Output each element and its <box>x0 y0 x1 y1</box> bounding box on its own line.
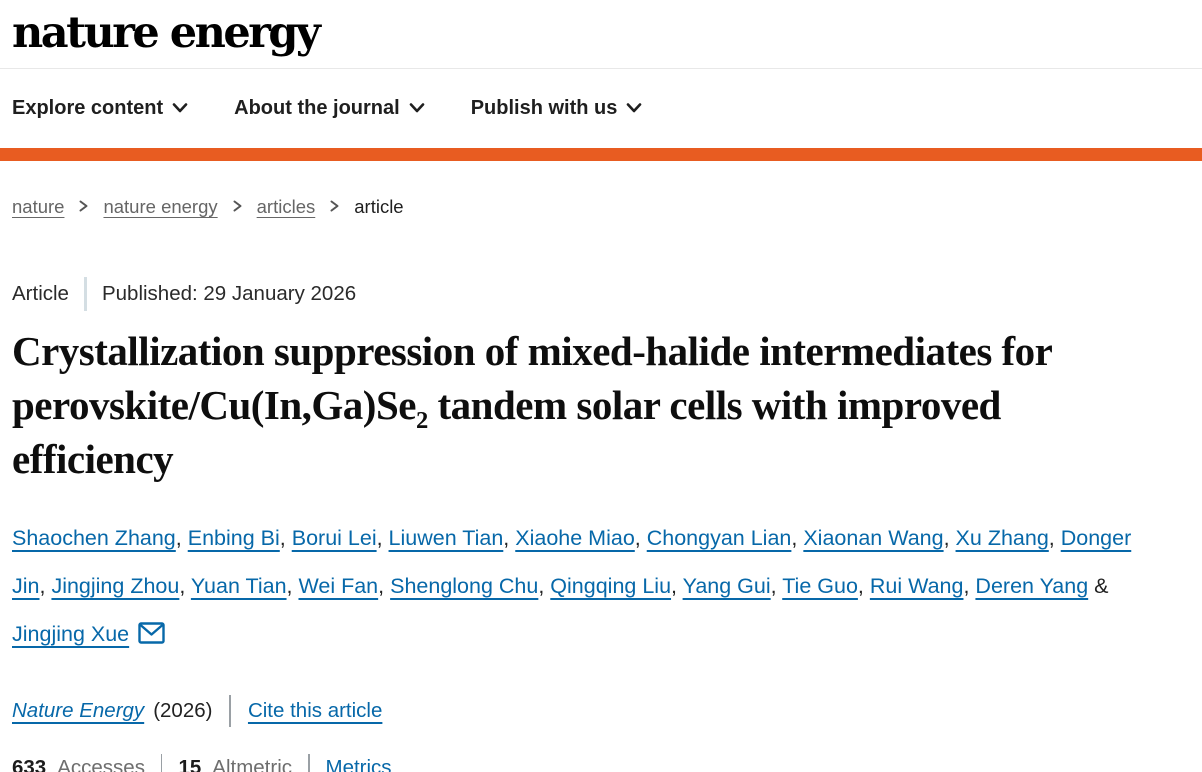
author-separator: , <box>963 574 976 598</box>
author-separator: , <box>39 574 52 598</box>
nav-about-journal[interactable]: About the journal <box>234 97 425 120</box>
author-link[interactable]: Borui Lei <box>291 526 377 550</box>
author-separator: , <box>175 526 188 550</box>
author-separator: , <box>503 526 516 550</box>
author-list: Shaochen Zhang, Enbing Bi, Borui Lei, Li… <box>12 514 1154 658</box>
title-text: tandem solar cells with improved efficie… <box>12 382 1001 482</box>
title-text: Crystallization suppression of mixed-hal… <box>12 328 1052 428</box>
author-separator: , <box>857 574 870 598</box>
author-separator: , <box>378 574 391 598</box>
author-link[interactable]: Qingqing Liu <box>550 574 672 598</box>
author-link[interactable]: Jingjing Zhou <box>51 574 180 598</box>
citation-year: (2026) <box>153 699 213 722</box>
published-date: Published: 29 January 2026 <box>101 282 357 305</box>
article-header-section: nature nature energy articles article Ar… <box>0 196 1202 772</box>
author-separator: , <box>634 526 647 550</box>
nav-publish-with-us[interactable]: Publish with us <box>471 97 643 120</box>
divider <box>229 695 231 727</box>
author-separator: , <box>1048 526 1061 550</box>
author-separator: , <box>791 526 804 550</box>
author-names: Shaochen Zhang, Enbing Bi, Borui Lei, Li… <box>12 526 1131 646</box>
author-separator: , <box>286 574 299 598</box>
cite-this-article-link[interactable]: Cite this article <box>247 699 383 722</box>
author-link[interactable]: Yuan Tian <box>190 574 287 598</box>
chevron-right-icon <box>77 196 90 218</box>
article-meta-row: Article Published: 29 January 2026 <box>12 277 1162 311</box>
author-link[interactable]: Xiaonan Wang <box>803 526 944 550</box>
author-separator: , <box>279 526 292 550</box>
author-separator: , <box>538 574 551 598</box>
author-link[interactable]: Rui Wang <box>869 574 964 598</box>
title-subscript: 2 <box>415 407 428 435</box>
author-separator: , <box>943 526 956 550</box>
divider <box>83 277 87 311</box>
author-link[interactable]: Donger Jin <box>12 526 1132 598</box>
chevron-right-icon <box>328 196 341 218</box>
author-link[interactable]: Xiaohe Miao <box>515 526 635 550</box>
chevron-down-icon <box>626 97 642 120</box>
chevron-right-icon <box>231 196 244 218</box>
author-separator: , <box>179 574 191 598</box>
article-title: Crystallization suppression of mixed-hal… <box>12 324 1062 486</box>
author-link[interactable]: Wei Fan <box>298 574 379 598</box>
author-link[interactable]: Yang Gui <box>682 574 771 598</box>
logo-bar: nature energy <box>0 0 1202 69</box>
author-link[interactable]: Chongyan Lian <box>646 526 792 550</box>
article-type-label: Article <box>12 282 69 305</box>
author-link[interactable]: Shaochen Zhang <box>12 526 176 550</box>
author-separator: , <box>376 526 389 550</box>
nav-item-label: Publish with us <box>470 97 618 119</box>
accesses-label: Accesses <box>57 756 145 772</box>
breadcrumb-current: article <box>354 196 404 217</box>
email-icon[interactable] <box>138 622 165 644</box>
journal-logo[interactable]: nature energy <box>12 8 321 58</box>
author-link[interactable]: Shenglong Chu <box>390 574 539 598</box>
nav-item-label: Explore content <box>12 97 164 119</box>
breadcrumb: nature nature energy articles article <box>12 196 1162 218</box>
chevron-down-icon <box>409 97 425 120</box>
author-link[interactable]: Deren Yang <box>975 574 1089 598</box>
nav-explore-content[interactable]: Explore content <box>12 97 188 120</box>
breadcrumb-link-articles[interactable]: articles <box>256 196 316 217</box>
journal-link[interactable]: Nature Energy <box>12 699 145 722</box>
accesses-count: 633 <box>12 756 47 772</box>
nav-item-label: About the journal <box>234 97 400 119</box>
breadcrumb-link-nature[interactable]: nature <box>12 196 65 217</box>
author-link[interactable]: Tie Guo <box>782 574 858 598</box>
divider <box>160 754 163 772</box>
citation-line: Nature Energy (2026) Cite this article <box>12 695 1162 727</box>
metrics-link[interactable]: Metrics <box>325 756 392 772</box>
author-link[interactable]: Liuwen Tian <box>388 526 504 550</box>
breadcrumb-link-nature-energy[interactable]: nature energy <box>103 196 218 217</box>
author-separator: , <box>770 574 783 598</box>
author-link[interactable]: Enbing Bi <box>187 526 280 550</box>
author-ampersand: & <box>1088 574 1109 598</box>
site-header: nature energy Explore content About the … <box>0 0 1202 161</box>
divider <box>308 754 310 772</box>
main-nav: Explore content About the journal Publis… <box>0 69 1202 148</box>
author-link[interactable]: Jingjing Xue <box>12 622 130 646</box>
chevron-down-icon <box>172 97 188 120</box>
author-separator: , <box>671 574 683 598</box>
author-link[interactable]: Xu Zhang <box>955 526 1049 550</box>
metrics-line: 633 Accesses 15 Altmetric Metrics <box>12 754 1162 772</box>
altmetric-label: Altmetric <box>212 756 292 772</box>
altmetric-count: 15 <box>178 756 202 772</box>
accent-bar <box>0 148 1202 161</box>
